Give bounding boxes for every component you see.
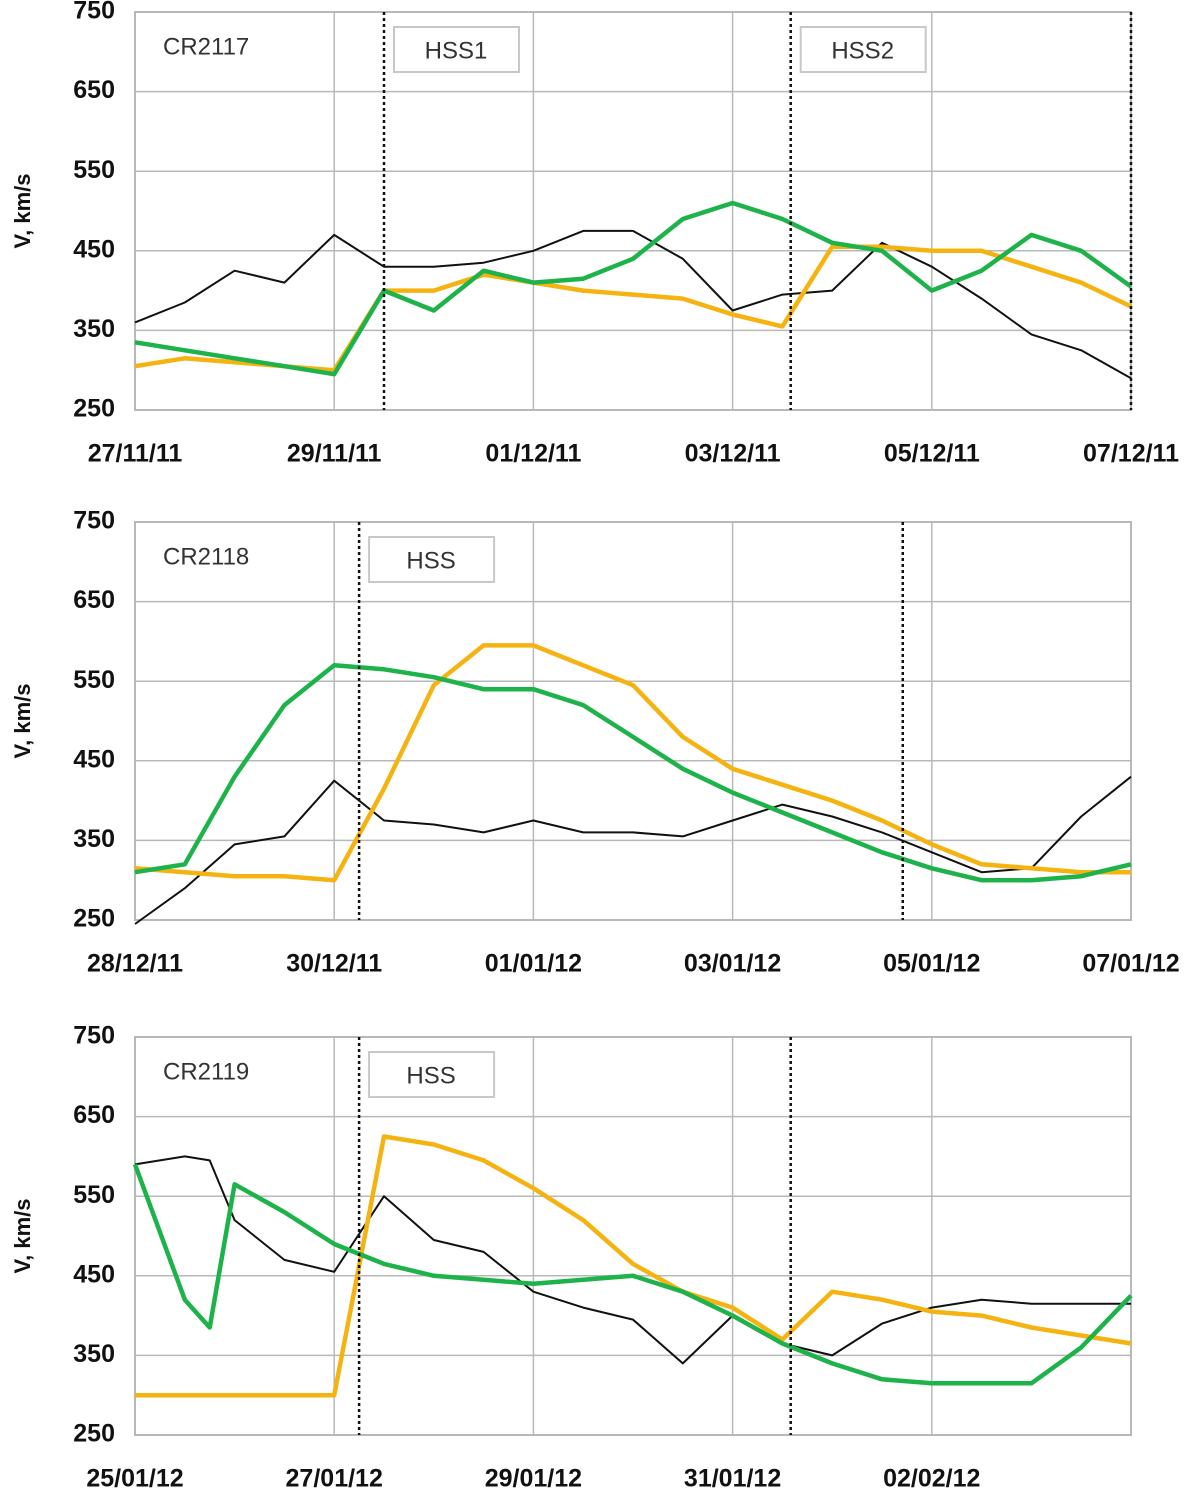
y-tick-label: 750 <box>73 507 115 535</box>
y-tick-label: 350 <box>73 825 115 853</box>
plot-frame <box>134 1036 1132 1436</box>
panel-label: CR2119 <box>163 1058 249 1085</box>
x-tick-label: 28/12/11 <box>87 950 183 978</box>
x-tick-label: 05/12/11 <box>884 440 980 468</box>
series-line <box>134 244 1132 373</box>
annotation: HSS1 <box>425 37 488 64</box>
y-axis-title: V, km/s <box>10 683 35 758</box>
y-tick-label: 650 <box>73 586 115 614</box>
y-axis-title: V, km/s <box>10 173 35 248</box>
x-tick-label: 07/12/11 <box>1083 440 1179 468</box>
x-tick-label: 05/01/12 <box>883 950 980 978</box>
x-tick-label: 25/01/12 <box>86 1465 183 1493</box>
y-tick-label: 350 <box>73 315 115 343</box>
y-tick-label: 550 <box>73 1181 115 1209</box>
x-tick-label: 07/01/12 <box>1082 950 1179 978</box>
series-line <box>135 1134 1132 1398</box>
x-tick-label: 03/12/11 <box>685 440 781 468</box>
annotation-box <box>368 1051 496 1098</box>
x-tick-label: 31/01/12 <box>684 1465 781 1493</box>
x-tick-label: 29/11/11 <box>287 440 382 468</box>
annotation-box <box>799 26 927 73</box>
x-tick-label: 29/01/12 <box>485 1465 582 1493</box>
plot-frame <box>134 11 1132 411</box>
y-tick-label: 350 <box>73 1340 115 1368</box>
x-tick-label: 01/01/12 <box>485 950 582 978</box>
y-tick-label: 650 <box>73 76 115 104</box>
y-tick-label: 750 <box>73 1022 115 1050</box>
y-axis-title: V, km/s <box>10 1198 35 1273</box>
series-line <box>134 229 1132 380</box>
panel: 250 350 450 550 650 750 25/01/12 27/01/12 29/01/… <box>10 1022 1133 1493</box>
annotation: HSS <box>406 547 455 574</box>
x-tick-label: 27/01/12 <box>286 1465 383 1493</box>
panel: 250 350 450 550 650 750 27/11/11 29/11/11 01/12/… <box>10 0 1179 468</box>
series-line <box>132 1163 1133 1386</box>
y-tick-label: 250 <box>73 395 115 423</box>
y-tick-label: 550 <box>73 156 115 184</box>
panel-label: CR2118 <box>163 543 249 570</box>
y-tick-label: 450 <box>73 235 115 263</box>
x-tick-label: 27/11/11 <box>88 440 183 468</box>
x-tick-label: 01/12/11 <box>485 440 581 468</box>
y-tick-label: 450 <box>73 745 115 773</box>
x-tick-label: 03/01/12 <box>684 950 781 978</box>
plot-frame <box>134 521 1132 921</box>
series-line <box>134 643 1131 883</box>
series-line <box>134 200 1133 377</box>
y-tick-label: 650 <box>73 1101 115 1129</box>
y-tick-label: 450 <box>73 1260 115 1288</box>
series-line <box>134 1155 1131 1365</box>
y-tick-label: 550 <box>73 666 115 694</box>
annotation-box <box>393 26 520 73</box>
series-line <box>134 663 1132 883</box>
annotation: HSS2 <box>831 37 894 64</box>
annotation-box <box>368 536 496 583</box>
y-tick-label: 250 <box>73 905 115 933</box>
x-tick-label: 30/12/11 <box>286 950 382 978</box>
y-tick-label: 750 <box>73 0 115 25</box>
annotation: HSS <box>406 1062 455 1089</box>
series-line <box>134 775 1132 925</box>
panel: 250 350 450 550 650 750 28/12/11 30/12/11 01/01/… <box>10 507 1180 978</box>
y-tick-label: 250 <box>73 1420 115 1448</box>
panel-label: CR2117 <box>163 33 249 60</box>
x-tick-label: 02/02/12 <box>883 1465 980 1493</box>
